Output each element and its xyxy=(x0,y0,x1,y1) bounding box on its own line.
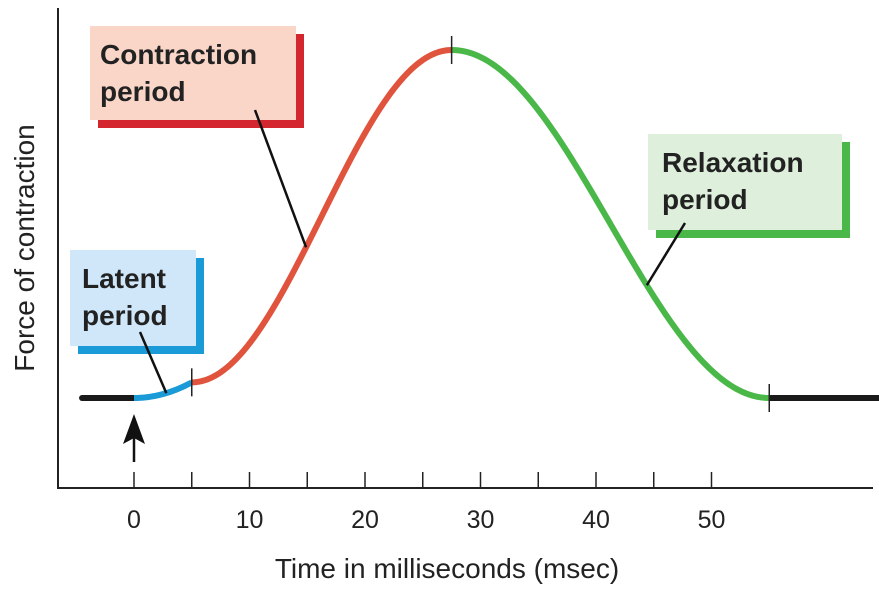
stimulus-arrow-head xyxy=(123,414,145,444)
curve-relaxation-period xyxy=(451,47,770,401)
curve-contraction-period xyxy=(191,47,452,386)
axes xyxy=(57,8,873,489)
curve-latent-period xyxy=(131,379,195,401)
x-tick-label-20: 20 xyxy=(351,506,379,534)
leader-line xyxy=(645,222,687,286)
stimulus-arrow xyxy=(123,414,145,462)
label-text-line: period xyxy=(662,184,748,215)
label-box-bg xyxy=(648,134,842,230)
leader-line xyxy=(253,109,308,248)
label-box-bg xyxy=(90,26,296,120)
x-tick-label-50: 50 xyxy=(698,506,726,534)
label-text-line: Contraction xyxy=(100,39,257,70)
label-text-line: period xyxy=(82,300,168,331)
x-ticks: 0 10 20 30 40 50 xyxy=(127,472,725,534)
label-text-line: period xyxy=(100,76,186,107)
label-box-contraction-period: Contraction period xyxy=(90,26,308,248)
label-text-line: Latent xyxy=(82,263,166,294)
label-box-relaxation-period: Relaxation period xyxy=(645,134,850,286)
phase-labels: Latent period Contraction period Relaxation p… xyxy=(70,26,850,394)
label-box-bg xyxy=(70,250,196,346)
x-tick-label-40: 40 xyxy=(582,506,610,534)
x-tick-label-30: 30 xyxy=(467,506,495,534)
label-box-latent-period: Latent period xyxy=(70,250,204,394)
curve-segments xyxy=(79,36,879,412)
label-text-line: Relaxation xyxy=(662,147,804,178)
x-tick-label-0: 0 xyxy=(127,506,141,534)
x-tick-label-10: 10 xyxy=(236,506,264,534)
leader-line xyxy=(138,331,168,394)
x-axis-label: Time in milliseconds (msec) xyxy=(275,553,619,584)
y-axis-label: Force of contraction xyxy=(9,124,40,371)
